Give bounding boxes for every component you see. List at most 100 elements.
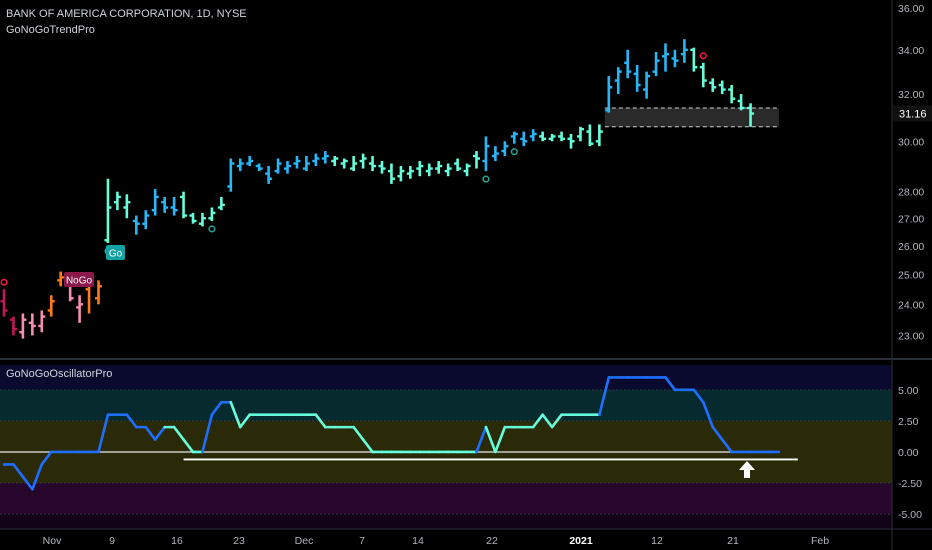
oscillator-bands — [0, 365, 892, 529]
ohlc-bar — [95, 280, 102, 305]
oscillator-segment — [12, 463, 25, 479]
ohlc-bar — [690, 47, 698, 72]
ohlc-bar — [586, 124, 594, 147]
ohlc-bar — [737, 94, 745, 111]
time-axis-tick: 16 — [171, 535, 183, 547]
ohlc-bar — [312, 153, 320, 167]
time-axis-tick: Feb — [811, 535, 829, 547]
oscillator-segment — [144, 425, 157, 441]
price-axis-tick: 26.00 — [898, 241, 924, 253]
ohlc-bar — [104, 178, 112, 244]
ohlc-bar — [624, 49, 632, 79]
ohlc-bar — [331, 156, 339, 167]
oscillator-segment — [238, 413, 251, 429]
last-price-tag: 31.16 — [893, 105, 932, 122]
go-signal-label: Go — [109, 249, 123, 260]
oscillator-segment — [720, 438, 733, 454]
ohlc-bar — [170, 196, 178, 216]
ohlc-bar — [662, 43, 669, 72]
ohlc-bar — [350, 156, 358, 172]
ohlc-bar — [605, 76, 613, 113]
time-axis-tick: Dec — [295, 535, 314, 547]
ohlc-bar — [47, 295, 55, 317]
ohlc-bar — [236, 158, 244, 172]
ohlc-bar — [265, 166, 273, 184]
price-axis-tick: 25.00 — [898, 269, 924, 281]
ohlc-bar — [595, 124, 603, 147]
ohlc-bar — [576, 126, 584, 142]
ohlc-bar — [57, 271, 65, 287]
ohlc-bar — [652, 51, 660, 77]
price-axis-tick: 30.00 — [898, 136, 924, 148]
time-axis-tick: 14 — [412, 535, 424, 547]
ohlc-bar — [9, 316, 17, 336]
trend-indicator-label[interactable]: GoNoGoTrendPro — [6, 24, 95, 36]
oscillator-segment — [361, 438, 374, 454]
ohlc-bar — [180, 191, 188, 219]
go-signal-badge: Go — [106, 245, 125, 260]
ohlc-bar — [378, 161, 386, 174]
oscillator-segment — [125, 413, 138, 429]
ohlc-bar — [454, 158, 462, 172]
ohlc-bar — [198, 212, 206, 227]
nogo-dot-marker — [699, 52, 707, 60]
time-axis-tick: 22 — [486, 535, 498, 547]
ohlc-bar — [539, 131, 547, 142]
oscillator-segment — [598, 376, 611, 416]
ohlc-bar — [123, 194, 131, 219]
ohlc-bar — [76, 295, 84, 323]
ohlc-bar — [548, 133, 556, 142]
price-axis-tick: 32.00 — [898, 89, 924, 101]
ohlc-bar — [425, 163, 433, 177]
oscillator-segment — [40, 450, 53, 466]
ohlc-bar — [643, 71, 651, 99]
ohlc-bar — [614, 67, 622, 95]
ohlc-bar — [633, 65, 641, 92]
price-axis-tick: 27.00 — [898, 213, 924, 225]
ohlc-bar — [473, 151, 480, 169]
oscillator-segment — [153, 425, 166, 441]
price-axis-tick: 34.00 — [898, 45, 924, 57]
ohlc-bar — [699, 62, 707, 88]
ohlc-bar — [19, 313, 27, 339]
oscillator-axis-tick: -5.00 — [898, 509, 922, 521]
ohlc-bar — [132, 215, 140, 235]
go-dot-marker — [208, 225, 216, 233]
time-axis-tick: 12 — [651, 535, 663, 547]
price-axis-tick: 36.00 — [898, 3, 924, 15]
oscillator-label[interactable]: GoNoGoOscillatorPro — [6, 368, 112, 380]
price-axis-tick: 23.00 — [898, 330, 924, 342]
ohlc-bar — [151, 189, 159, 216]
ohlc-bar — [246, 156, 254, 167]
oscillator-segment — [97, 413, 110, 454]
oscillator-segment — [172, 425, 185, 441]
ohlc-bar — [558, 131, 566, 142]
time-axis-tick: 2021 — [569, 535, 593, 547]
oscillator-segment — [550, 413, 563, 429]
ohlc-bar — [747, 103, 755, 127]
ohlc-bar — [510, 131, 518, 144]
ohlc-bar — [397, 166, 405, 182]
ohlc-bar — [208, 207, 216, 221]
oscillator-pane[interactable] — [0, 376, 798, 491]
ohlc-bar — [387, 163, 395, 184]
oscillator-axis-tick: 5.00 — [898, 385, 919, 397]
oscillator-axis-tick: 2.50 — [898, 416, 919, 428]
ohlc-bar — [718, 80, 726, 95]
ohlc-bar — [359, 153, 367, 169]
time-axis-tick: 21 — [727, 535, 739, 547]
ohlc-bar — [274, 158, 282, 174]
ohlc-bar — [482, 136, 490, 172]
nogo-signal-label: NoGo — [66, 276, 93, 287]
oscillator-segment — [711, 425, 724, 441]
oscillator-axis-tick: 0.00 — [898, 447, 919, 459]
ohlc-bar — [491, 146, 499, 162]
axes: 36.00 34.00 32.00 30.00 28.00 27.00 26.00 25.00… — [43, 3, 925, 547]
ohlc-bar — [142, 210, 150, 230]
price-axis-tick: 24.00 — [898, 299, 924, 311]
ohlc-bar — [709, 78, 717, 92]
ohlc-bar — [255, 163, 263, 172]
ohlc-bar — [113, 191, 121, 211]
ohlc-bar — [444, 163, 452, 177]
last-price-label: 31.16 — [899, 109, 927, 121]
